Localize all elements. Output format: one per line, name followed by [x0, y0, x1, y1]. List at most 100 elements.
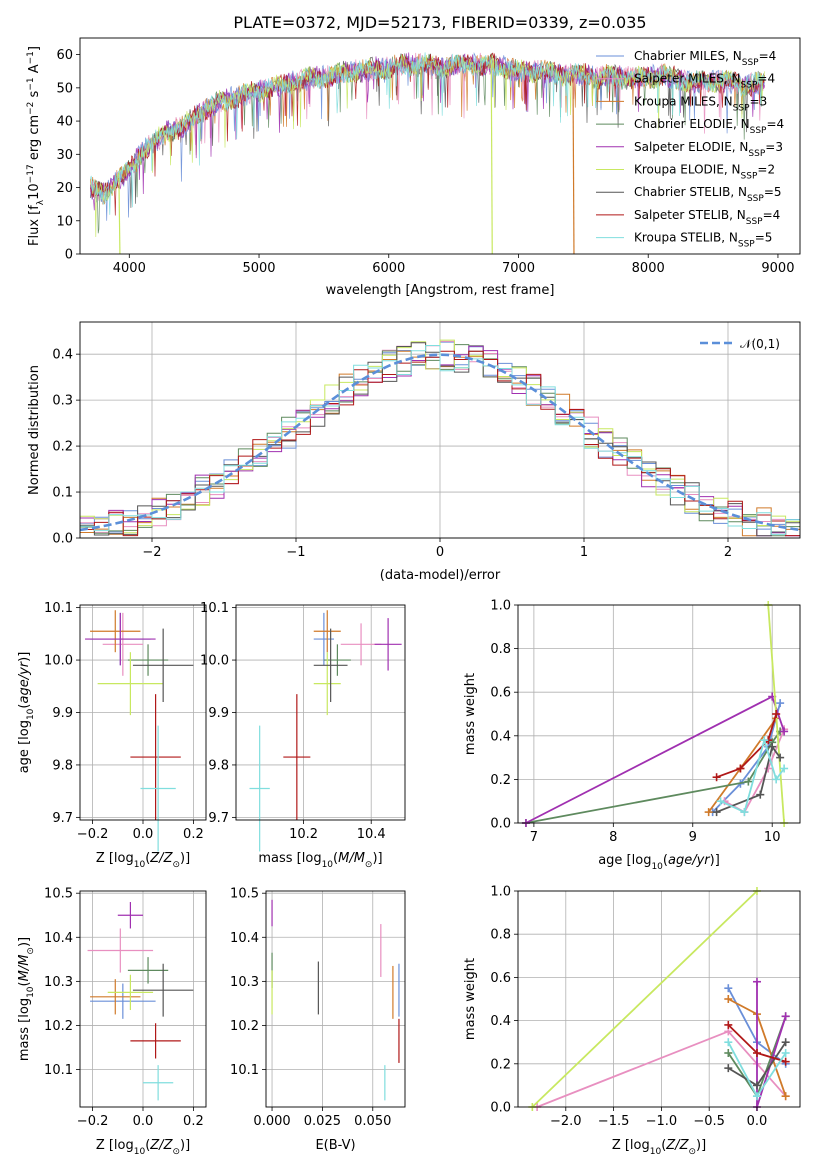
y-tick-label: 9.9: [208, 706, 229, 721]
y-tick-label: 10.3: [230, 975, 259, 990]
x-tick-label: 9000: [761, 261, 794, 276]
label-part: 10: [650, 1147, 662, 1157]
y-tick-label: 9.8: [52, 758, 73, 773]
y-tick-label: 0.2: [490, 773, 511, 788]
label-part: =5: [764, 185, 782, 199]
x-tick-label: 8: [609, 830, 617, 845]
y-tick-label: 0.4: [490, 1014, 511, 1029]
x-tick-label: 0.2: [183, 827, 204, 842]
x-axis-label: Z [log10(Z/Z⊙)]: [96, 851, 190, 870]
label-part: age/yr: [17, 660, 32, 703]
figure-title: PLATE=0372, MJD=52173, FIBERID=0339, z=0…: [233, 13, 646, 32]
x-tick-label: −0.2: [77, 1114, 109, 1129]
x-axis-label: mass [log10(M/M⊙)]: [258, 851, 382, 870]
y-tick-label: 9.7: [52, 811, 73, 826]
y-tick-label: 10.5: [44, 887, 73, 902]
y-axis-label: mass weight: [463, 673, 478, 755]
label-part: )]: [17, 937, 32, 947]
weight-line: [531, 890, 758, 1108]
label-part: =4: [759, 49, 777, 63]
legend-entry: Salpeter MILES, NSSP=4: [634, 72, 775, 91]
legend-entry: Chabrier MILES, NSSP=4: [634, 49, 776, 68]
label-part: 10: [26, 708, 36, 720]
y-axis-label: age [log10(age/yr)]: [17, 652, 36, 774]
age_vs_mass-axes: 10.2 10.4 9.7 9.8 9.9 10.0 10.1 mass [log10(M/M…: [200, 601, 406, 870]
y-tick-label: 10.4: [230, 931, 259, 946]
label-part: Kroupa MILES, N: [634, 94, 733, 108]
x-tick-label: −1.5: [598, 1114, 630, 1129]
weight_vs_age-axes: 7 8 9 10 0.0 0.2 0.4 0.6 0.8 1.0 mass weight age [l…: [463, 599, 801, 872]
weight-line: [716, 744, 781, 813]
label-part: (: [663, 853, 668, 868]
x-tick-label: 10: [764, 830, 781, 845]
y-tick-label: 0.2: [490, 1057, 511, 1072]
y-tick-label: 0: [65, 248, 73, 263]
label-part: Chabrier MILES, N: [634, 49, 742, 63]
x-tick-label: −1: [286, 545, 305, 560]
mass_vs_Z-marks: [87, 902, 194, 1101]
x-tick-label: 0.2: [183, 1114, 204, 1129]
legend-entry: Kroupa MILES, NSSP=3: [634, 94, 767, 113]
weight_vs_Z-marks: [528, 887, 790, 1111]
y-tick-label: 10.3: [44, 975, 73, 990]
y-tick-label: 40: [56, 115, 73, 130]
x-tick-label: 0: [436, 545, 444, 560]
y-tick-label: 1.0: [490, 885, 511, 900]
label-part: )]: [180, 851, 190, 866]
label-part: −17: [26, 164, 36, 183]
label-part: 10: [651, 862, 663, 872]
spectrum-drop: [572, 74, 575, 255]
age_vs_mass-marks: [249, 610, 402, 852]
label-part: mass [log: [17, 998, 32, 1061]
label-part: Salpeter MILES, N: [634, 72, 741, 86]
label-part: Kroupa ELODIE, N: [634, 163, 741, 177]
y-tick-label: 0.0: [52, 532, 73, 547]
y-tick-label: 10.4: [44, 931, 73, 946]
label-part: SSP: [733, 103, 750, 113]
label-part: Chabrier ELODIE, N: [634, 117, 750, 131]
label-part: =4: [763, 208, 781, 222]
x-tick-label: 2: [724, 545, 732, 560]
x-axis-label: E(B-V): [315, 1138, 355, 1153]
label-part: 10: [322, 860, 334, 870]
legend-entry: 𝒩(0,1): [740, 337, 780, 351]
y-tick-label: 0.8: [490, 642, 511, 657]
label-part: =3: [750, 94, 768, 108]
weight_vs_age-marks: [521, 601, 789, 827]
label-part: age [log: [17, 720, 32, 773]
x-tick-label: 0.050: [354, 1114, 391, 1129]
legend-entry: Kroupa STELIB, NSSP=5: [634, 231, 772, 250]
weight-line: [525, 730, 781, 824]
label-part: (: [17, 704, 32, 709]
spectrum-drop: [118, 178, 121, 255]
x-tick-label: 5000: [242, 261, 275, 276]
weight-line: [711, 702, 781, 813]
age_vs_Z-marks: [85, 610, 194, 852]
x-tick-label: −0.2: [77, 827, 109, 842]
label-part: =3: [765, 140, 783, 154]
label-part: SSP: [741, 81, 758, 91]
y-tick-label: 10.2: [44, 1019, 73, 1034]
label-part: mass [log: [258, 851, 321, 866]
label-part: −1: [26, 77, 36, 90]
axes-frame: [79, 604, 207, 821]
x-tick-label: −0.5: [693, 1114, 725, 1129]
legend-entry: Kroupa ELODIE, NSSP=2: [634, 163, 775, 182]
label-part: Z [log: [96, 1138, 134, 1153]
label-part: (: [661, 1138, 666, 1153]
y-tick-label: 0.0: [490, 1101, 511, 1116]
label-part: SSP: [747, 194, 764, 204]
x-axis-label: Z [log10(Z/Z⊙)]: [96, 1138, 190, 1157]
mass_vs_Z-axes: −0.2 0.0 0.210.110.210.310.410.5Z [log10(Z…: [17, 887, 207, 1157]
label-part: Chabrier STELIB, N: [634, 185, 747, 199]
x-tick-label: 0.0: [133, 1114, 154, 1129]
label-part: 10: [134, 1147, 146, 1157]
y-tick-label: 10.5: [230, 887, 259, 902]
spectrum-axes: 4000 5000 6000 7000 8000 9000 0 10 20 30 40 50 60 wav…: [26, 37, 801, 298]
x-tick-label: −2.0: [550, 1114, 582, 1129]
x-tick-label: 8000: [632, 261, 665, 276]
legend-entry: Salpeter STELIB, NSSP=4: [634, 208, 780, 227]
label-part: ⊙: [172, 860, 180, 870]
label-part: Salpeter ELODIE, N: [634, 140, 748, 154]
